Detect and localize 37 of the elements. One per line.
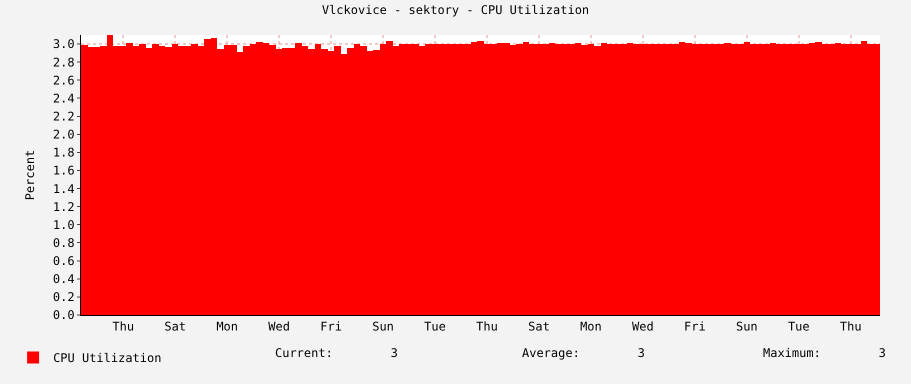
y-tick-label: 2.8 [52,55,75,70]
y-axis-title: Percent [23,150,38,200]
x-tick-label: Wed [632,319,654,334]
y-tick-label: 1.2 [52,200,75,214]
y-tick-label: 2.0 [52,128,75,142]
x-tick-label: Mon [216,319,238,334]
y-tick-label: 0.6 [52,254,75,268]
text: Maximum: 3 [763,346,886,360]
x-tick-label: Sun [372,319,394,334]
legend-label: CPU Utilization [53,351,162,366]
x-tick-label: Fri [320,319,342,334]
x-tick-label: Mon [580,319,602,334]
x-tick-label: Thu [840,319,862,334]
text: Average: 3 [522,346,645,360]
y-tick-label: 0.4 [52,272,75,286]
y-tick-label: 3.0 [52,37,75,52]
y-tick-label: 2.6 [52,73,75,88]
chart-title: Vlckovice - sektory - CPU Utilization [322,3,590,18]
y-tick-label: 1.6 [52,164,75,178]
x-tick-label: Fri [684,319,706,334]
x-tick-label: Wed [268,319,290,334]
y-tick-label: 1.0 [52,218,75,232]
x-tick-label: Sun [736,319,758,334]
y-tick-label: 1.4 [52,182,75,196]
x-tick-label: Sat [528,319,550,334]
y-tick-label: 0.0 [52,308,75,322]
text: Current: 3 [275,346,398,360]
y-tick-label: 0.2 [52,290,75,304]
y-tick-label: 0.8 [52,236,75,250]
x-tick-label: Sat [164,319,186,334]
x-tick-label: Tue [424,319,446,334]
x-tick-label: Tue [788,319,810,334]
x-tick-label: Thu [112,319,134,334]
y-tick-label: 2.2 [52,109,75,124]
y-tick-label: 2.4 [52,91,75,106]
y-tick-label: 1.8 [52,146,75,160]
x-tick-label: Thu [476,319,498,334]
